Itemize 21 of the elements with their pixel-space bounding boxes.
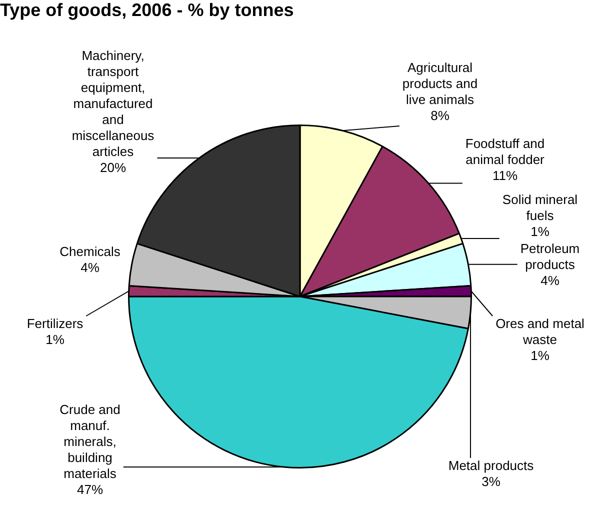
slice-label: Metal products	[448, 458, 534, 474]
chart-title: Type of goods, 2006 - % by tonnes	[0, 0, 294, 20]
data-label: 47%	[76, 482, 104, 498]
data-label: 3%	[482, 474, 501, 490]
slice-label: Fertilizers	[26, 316, 84, 332]
slice-label: Foodstuff and animal fodder	[465, 136, 546, 168]
data-label: 20%	[100, 160, 126, 176]
slice-label: Machinery, transport equipment, manufactured and miscellaneous articles	[72, 48, 155, 160]
data-label: 1%	[46, 332, 65, 348]
data-label: 1%	[530, 348, 550, 364]
data-label: 4%	[80, 260, 100, 276]
slice-label: Agricultural products and live animals	[402, 60, 478, 108]
data-label: 11%	[492, 168, 518, 184]
slice-label: Petroleum products	[520, 241, 580, 272]
data-label: 1%	[530, 224, 550, 240]
slice-label: Chemicals	[60, 244, 121, 260]
data-label: 8%	[430, 108, 450, 124]
slice-label: Crude and manuf. minerals, building materials	[60, 402, 120, 482]
data-label: 4%	[540, 273, 560, 288]
slice-label: Solid mineral fuels	[502, 192, 578, 224]
slice-label: Ores and metal waste	[496, 316, 585, 348]
